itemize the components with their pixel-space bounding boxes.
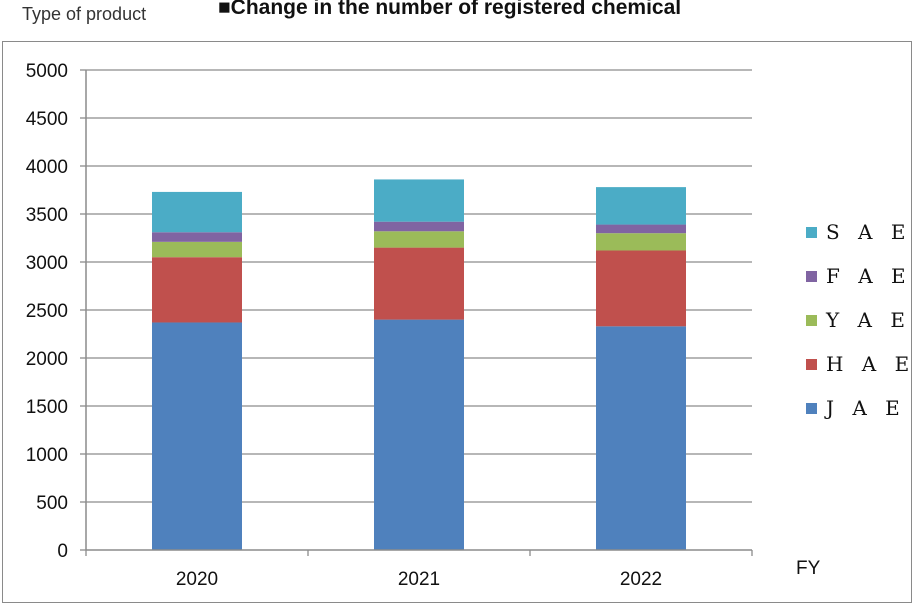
y-tick-label: 3000	[26, 253, 68, 274]
legend-swatch	[806, 271, 817, 282]
y-tick-label: 3500	[26, 205, 68, 226]
legend-label: S A E	[826, 220, 911, 244]
y-tick-label: 0	[57, 541, 68, 562]
bar-segment-jae	[596, 326, 686, 550]
legend-label: H A E	[826, 352, 915, 376]
bar-segment-yae	[374, 231, 464, 248]
y-tick-label: 2500	[26, 301, 68, 322]
bar-segment-sae	[374, 179, 464, 222]
legend-swatch	[806, 227, 817, 238]
legend-swatch	[806, 403, 817, 414]
bar-segment-fae	[152, 232, 242, 242]
bar-segment-sae	[596, 187, 686, 225]
bar-segment-hae	[152, 257, 242, 323]
y-tick-label: 5000	[26, 61, 68, 82]
x-tick-label: 2022	[620, 569, 662, 590]
y-tick-label: 2000	[26, 349, 68, 370]
x-tick-labels: 2020 2021 2022	[176, 569, 662, 590]
legend-label: F A E	[826, 264, 912, 288]
bar-segment-hae	[596, 250, 686, 327]
y-tick-label: 500	[36, 493, 68, 514]
y-tick-label: 1000	[26, 445, 68, 466]
bar-segment-sae	[152, 191, 242, 233]
legend-label: J A E	[824, 396, 906, 420]
x-tick-label: 2021	[398, 569, 440, 590]
legend-label: Y A E	[825, 308, 911, 332]
y-tick-label: 4000	[26, 157, 68, 178]
x-axis-title: FY	[796, 558, 821, 579]
y-tick-label: 1500	[26, 397, 68, 418]
y-tick-label: 4500	[26, 109, 68, 130]
y-tick-labels: 0 500 1000 1500 2000 2500 3000 3500 4000 4500 5000	[26, 61, 68, 562]
bar-segment-fae	[374, 221, 464, 232]
bar-segment-hae	[374, 247, 464, 320]
bar-segment-jae	[374, 319, 464, 550]
legend-swatch	[806, 315, 817, 326]
bar-segment-yae	[152, 241, 242, 258]
x-tick-label: 2020	[176, 569, 218, 590]
chart-frame	[2, 41, 912, 603]
legend: S A E F A E Y A E H A E J A E	[806, 220, 915, 420]
chart-title: ■Change in the number of registered chem…	[218, 0, 682, 19]
bar-segment-fae	[596, 224, 686, 234]
legend-swatch	[806, 359, 817, 370]
y-axis-caption: Type of product	[22, 4, 147, 24]
bars	[152, 179, 686, 550]
bar-segment-yae	[596, 233, 686, 251]
bar-segment-jae	[152, 322, 242, 550]
